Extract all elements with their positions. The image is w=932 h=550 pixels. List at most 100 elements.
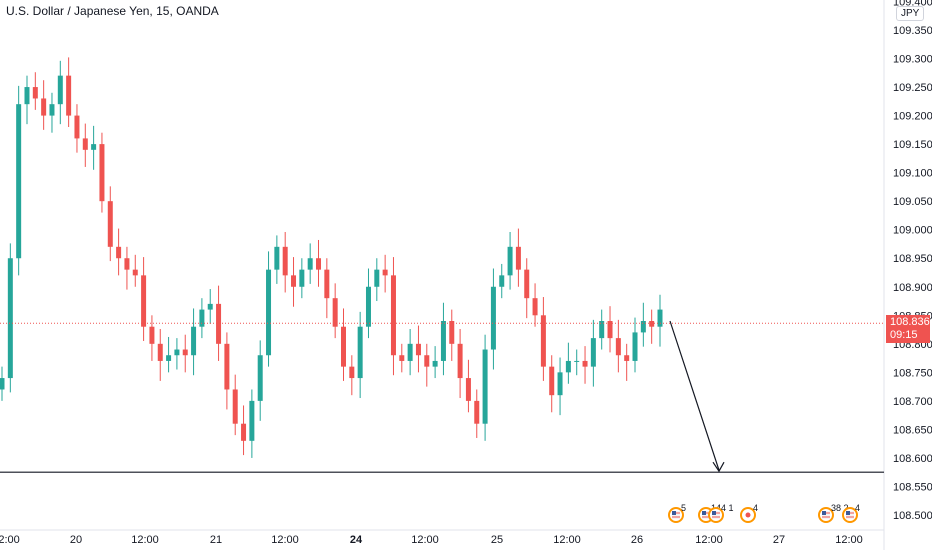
y-tick-label: 108.650 (893, 424, 932, 436)
candle-body (465, 378, 471, 401)
candle-body (291, 275, 297, 287)
candle-body (82, 138, 88, 150)
candle-body (524, 269, 530, 299)
candle-body (607, 321, 613, 339)
overlays (0, 320, 884, 473)
bar-countdown: 09:15 (890, 329, 918, 341)
y-tick-label: 109.000 (893, 225, 932, 237)
candle-body (507, 246, 513, 276)
candle-body (499, 275, 505, 287)
candle-body (407, 343, 413, 361)
event-count: 38 2 (831, 503, 849, 513)
candles (0, 57, 663, 458)
y-tick-label: 108.500 (893, 510, 932, 522)
candle-body (16, 104, 22, 259)
candle-body (41, 98, 47, 116)
price-axis: 109.350 109.300 109.250 109.200 109.150 109.1… (883, 0, 932, 550)
y-tick-label: 108.700 (893, 396, 932, 408)
candle-body (357, 326, 363, 379)
arrow-head (712, 461, 725, 473)
y-tick-label: 109.300 (893, 54, 932, 66)
candle-body (590, 338, 596, 367)
candle-body (282, 246, 288, 276)
y-tick-label: 108.600 (893, 453, 932, 465)
x-tick-label: 12:00 (411, 534, 439, 546)
candle-body (615, 338, 621, 356)
candle-body (174, 349, 180, 356)
candle-body (624, 355, 630, 361)
candle-body (132, 269, 138, 276)
y-tick-label: 108.550 (893, 481, 932, 493)
candle-body (349, 366, 355, 379)
candle-body (649, 321, 655, 327)
us-flag-icon: 38 2 (818, 503, 849, 523)
x-tick-label: 24 (350, 534, 363, 546)
candle-body (582, 360, 588, 367)
candle-body (307, 258, 313, 270)
candle-body (141, 275, 147, 327)
event-count: 5 (681, 503, 686, 513)
candle-body (257, 355, 263, 401)
candle-body (640, 321, 646, 333)
y-tick-label: 109.150 (893, 139, 932, 151)
candle-body (440, 321, 446, 361)
x-tick-label: 12:00 (553, 534, 581, 546)
y-tick-label: 109.050 (893, 196, 932, 208)
candle-body (415, 343, 421, 356)
target-icon: 4 (740, 503, 758, 523)
candle-body (0, 378, 5, 390)
y-tick-label: 109.400 (893, 0, 932, 8)
candle-body (124, 258, 130, 270)
candle-body (182, 349, 188, 356)
us-flag-icon: 4 1 (708, 503, 734, 523)
x-tick-label: 21 (210, 534, 222, 546)
candle-body (24, 87, 30, 105)
y-tick-label: 109.100 (893, 168, 932, 180)
candle-body (399, 355, 405, 361)
candle-body (432, 360, 438, 367)
candle-body (191, 326, 197, 356)
x-tick-label: 12:00 (835, 534, 863, 546)
candle-body (166, 355, 172, 361)
candle-body (266, 269, 272, 356)
candle-body (249, 400, 255, 441)
current-price-label: 108.836 09:15 (886, 315, 930, 343)
candle-body (390, 275, 396, 356)
y-tick-label: 108.750 (893, 367, 932, 379)
candle-body (515, 246, 521, 270)
currency-badge[interactable]: JPY (896, 6, 925, 21)
candle-body (482, 349, 488, 424)
candle-body (599, 321, 605, 339)
candle-body (116, 246, 122, 259)
candle-body (32, 87, 38, 99)
candle-body (57, 75, 63, 105)
candle-body (574, 360, 580, 362)
candle-body (274, 246, 280, 270)
x-tick-label: 20 (70, 534, 82, 546)
candle-body (66, 75, 72, 116)
candle-body (365, 286, 371, 327)
x-tick-label: 26 (631, 534, 643, 546)
candle-body (474, 400, 480, 424)
us-flag-icon: 5 (668, 503, 686, 523)
candle-body (449, 321, 455, 344)
chart-title: U.S. Dollar / Japanese Yen, 15, OANDA (6, 4, 219, 18)
y-tick-label: 109.200 (893, 111, 932, 123)
candle-body (157, 343, 163, 361)
candle-body (324, 269, 330, 299)
candle-body (490, 286, 496, 350)
y-tick-label: 108.900 (893, 282, 932, 294)
x-tick-label: 25 (491, 534, 503, 546)
candle-body (107, 201, 113, 247)
candle-body (382, 269, 388, 276)
us-flag-icon: 4 (842, 503, 860, 523)
candle-body (657, 309, 663, 327)
candle-body (340, 326, 346, 367)
time-axis: 12:00 20 12:00 21 12:00 24 12:00 25 12:00 26 12:00… (0, 529, 884, 546)
event-count: 4 (753, 503, 758, 513)
candle-body (374, 269, 380, 287)
candle-body (332, 298, 338, 327)
y-tick-label: 109.250 (893, 82, 932, 94)
